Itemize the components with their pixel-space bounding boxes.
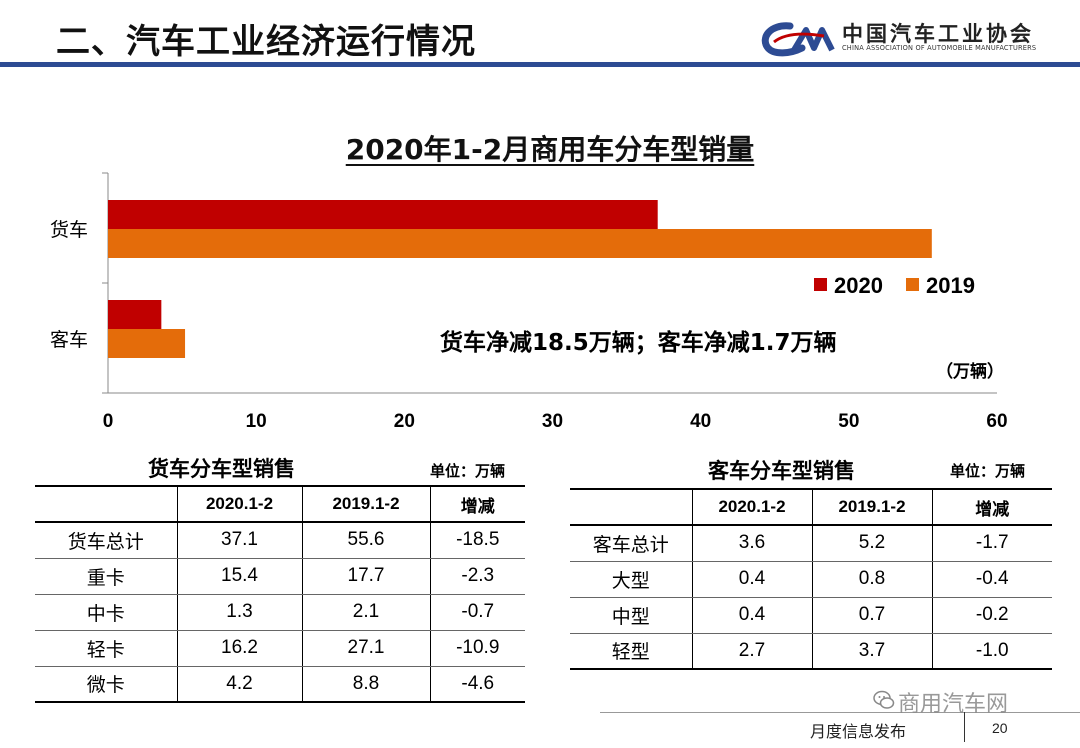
table-cell: 2.1 — [301, 594, 430, 631]
legend-swatch-2019 — [906, 278, 919, 291]
table-cell: -2.3 — [429, 558, 525, 595]
footer-rule — [600, 712, 1080, 713]
header-rule — [0, 62, 1080, 67]
table-cell: -18.5 — [429, 522, 525, 559]
table-row: 中型 0.4 0.7 -0.2 — [570, 597, 1052, 634]
table-cell: 3.7 — [811, 633, 932, 670]
x-tick-label: 20 — [394, 411, 415, 432]
truck-table-unit: 单位：万辆 — [430, 462, 506, 480]
row-label-cell: 大型 — [570, 561, 692, 598]
table-cell: -1.7 — [931, 525, 1052, 562]
row-label-cell: 中型 — [570, 597, 692, 634]
x-tick-label: 10 — [246, 411, 267, 432]
table-header-row: 2020.1-2 2019.1-2 增减 — [35, 486, 525, 523]
bus-sales-table: 2020.1-2 2019.1-2 增减 客车总计 3.6 5.2 -1.7 大型 0.4 0.… — [570, 488, 1052, 670]
table-cell: -10.9 — [429, 630, 525, 667]
bus-table-title: 客车分车型销售 — [708, 459, 855, 483]
table-cell: 0.7 — [811, 597, 932, 634]
table-cell: -0.4 — [931, 561, 1052, 598]
table-cell: 27.1 — [301, 630, 430, 667]
watermark: 商用汽车网 — [898, 692, 1009, 717]
bar-2020-0 — [108, 200, 658, 229]
table-cell: -1.0 — [931, 633, 1052, 670]
truck-table-title: 货车分车型销售 — [148, 457, 295, 481]
table-header-cell: 2020.1-2 — [691, 489, 812, 526]
table-cell: 0.4 — [691, 597, 812, 634]
table-cell: 2.7 — [691, 633, 812, 670]
footer-separator — [964, 712, 965, 742]
table-row: 轻卡 16.2 27.1 -10.9 — [35, 630, 525, 667]
row-label-cell: 轻卡 — [35, 630, 177, 667]
table-cell: 37.1 — [176, 522, 302, 559]
table-cell: 1.3 — [176, 594, 302, 631]
table-cell: -4.6 — [429, 666, 525, 703]
x-tick-label: 0 — [103, 411, 114, 432]
y-tick-label: 货车 — [50, 219, 88, 241]
y-tick-label: 客车 — [50, 329, 88, 351]
table-row: 微卡 4.2 8.8 -4.6 — [35, 666, 525, 703]
legend-label: 2020 — [834, 273, 883, 298]
row-label-cell: 中卡 — [35, 594, 177, 631]
wechat-icon — [873, 690, 895, 709]
row-label-cell: 客车总计 — [570, 525, 692, 562]
table-cell: -0.7 — [429, 594, 525, 631]
table-cell: 8.8 — [301, 666, 430, 703]
bus-table-unit: 单位：万辆 — [950, 462, 1026, 480]
table-header-cell: 增减 — [429, 486, 525, 523]
row-label-cell: 重卡 — [35, 558, 177, 595]
table-cell: 55.6 — [301, 522, 430, 559]
x-tick-label: 50 — [838, 411, 859, 432]
table-cell: 3.6 — [691, 525, 812, 562]
table-cell: 0.8 — [811, 561, 932, 598]
table-row: 轻型 2.7 3.7 -1.0 — [570, 633, 1052, 670]
table-header-cell: 2019.1-2 — [301, 486, 430, 523]
chart-title: 2020年1-2月商用车分车型销量 — [345, 133, 755, 166]
table-header-row: 2020.1-2 2019.1-2 增减 — [570, 489, 1052, 526]
table-cell: 17.7 — [301, 558, 430, 595]
table-cell: 15.4 — [176, 558, 302, 595]
row-label-cell: 微卡 — [35, 666, 177, 703]
table-header-cell: 2020.1-2 — [176, 486, 302, 523]
truck-sales-table: 2020.1-2 2019.1-2 增减 货车总计 37.1 55.6 -18.5 重卡 15… — [35, 485, 525, 703]
bar-2019-0 — [108, 229, 932, 258]
table-cell: -0.2 — [931, 597, 1052, 634]
footer-label: 月度信息发布 — [810, 722, 907, 741]
table-cell: 5.2 — [811, 525, 932, 562]
table-header-cell — [570, 489, 692, 526]
bar-2020-1 — [108, 300, 162, 329]
table-row: 重卡 15.4 17.7 -2.3 — [35, 558, 525, 595]
chart-annotation: 货车净减18.5万辆；客车净减1.7万辆 — [440, 329, 837, 356]
legend-label: 2019 — [926, 273, 975, 298]
page-number: 20 — [992, 720, 1008, 736]
x-tick-label: 60 — [986, 411, 1007, 432]
table-cell: 0.4 — [691, 561, 812, 598]
table-header-cell — [35, 486, 177, 523]
table-cell: 16.2 — [176, 630, 302, 667]
table-row: 大型 0.4 0.8 -0.4 — [570, 561, 1052, 598]
table-row: 中卡 1.3 2.1 -0.7 — [35, 594, 525, 631]
row-label-cell: 轻型 — [570, 633, 692, 670]
table-cell: 4.2 — [176, 666, 302, 703]
table-row: 客车总计 3.6 5.2 -1.7 — [570, 525, 1052, 562]
x-tick-label: 30 — [542, 411, 563, 432]
org-name-en: CHINA ASSOCIATION OF AUTOMOBILE MANUFACT… — [842, 44, 1037, 52]
table-row: 货车总计 37.1 55.6 -18.5 — [35, 522, 525, 559]
unit-label: （万辆） — [936, 361, 1004, 382]
table-header-cell: 2019.1-2 — [811, 489, 932, 526]
cam-logo-icon — [761, 22, 835, 57]
legend-swatch-2020 — [814, 278, 827, 291]
row-label-cell: 货车总计 — [35, 522, 177, 559]
page-title: 二、汽车工业经济运行情况 — [56, 22, 476, 62]
org-name: 中国汽车工业协会 — [842, 22, 1034, 46]
bar-2019-1 — [108, 329, 186, 358]
x-tick-label: 40 — [690, 411, 711, 432]
table-header-cell: 增减 — [931, 489, 1052, 526]
